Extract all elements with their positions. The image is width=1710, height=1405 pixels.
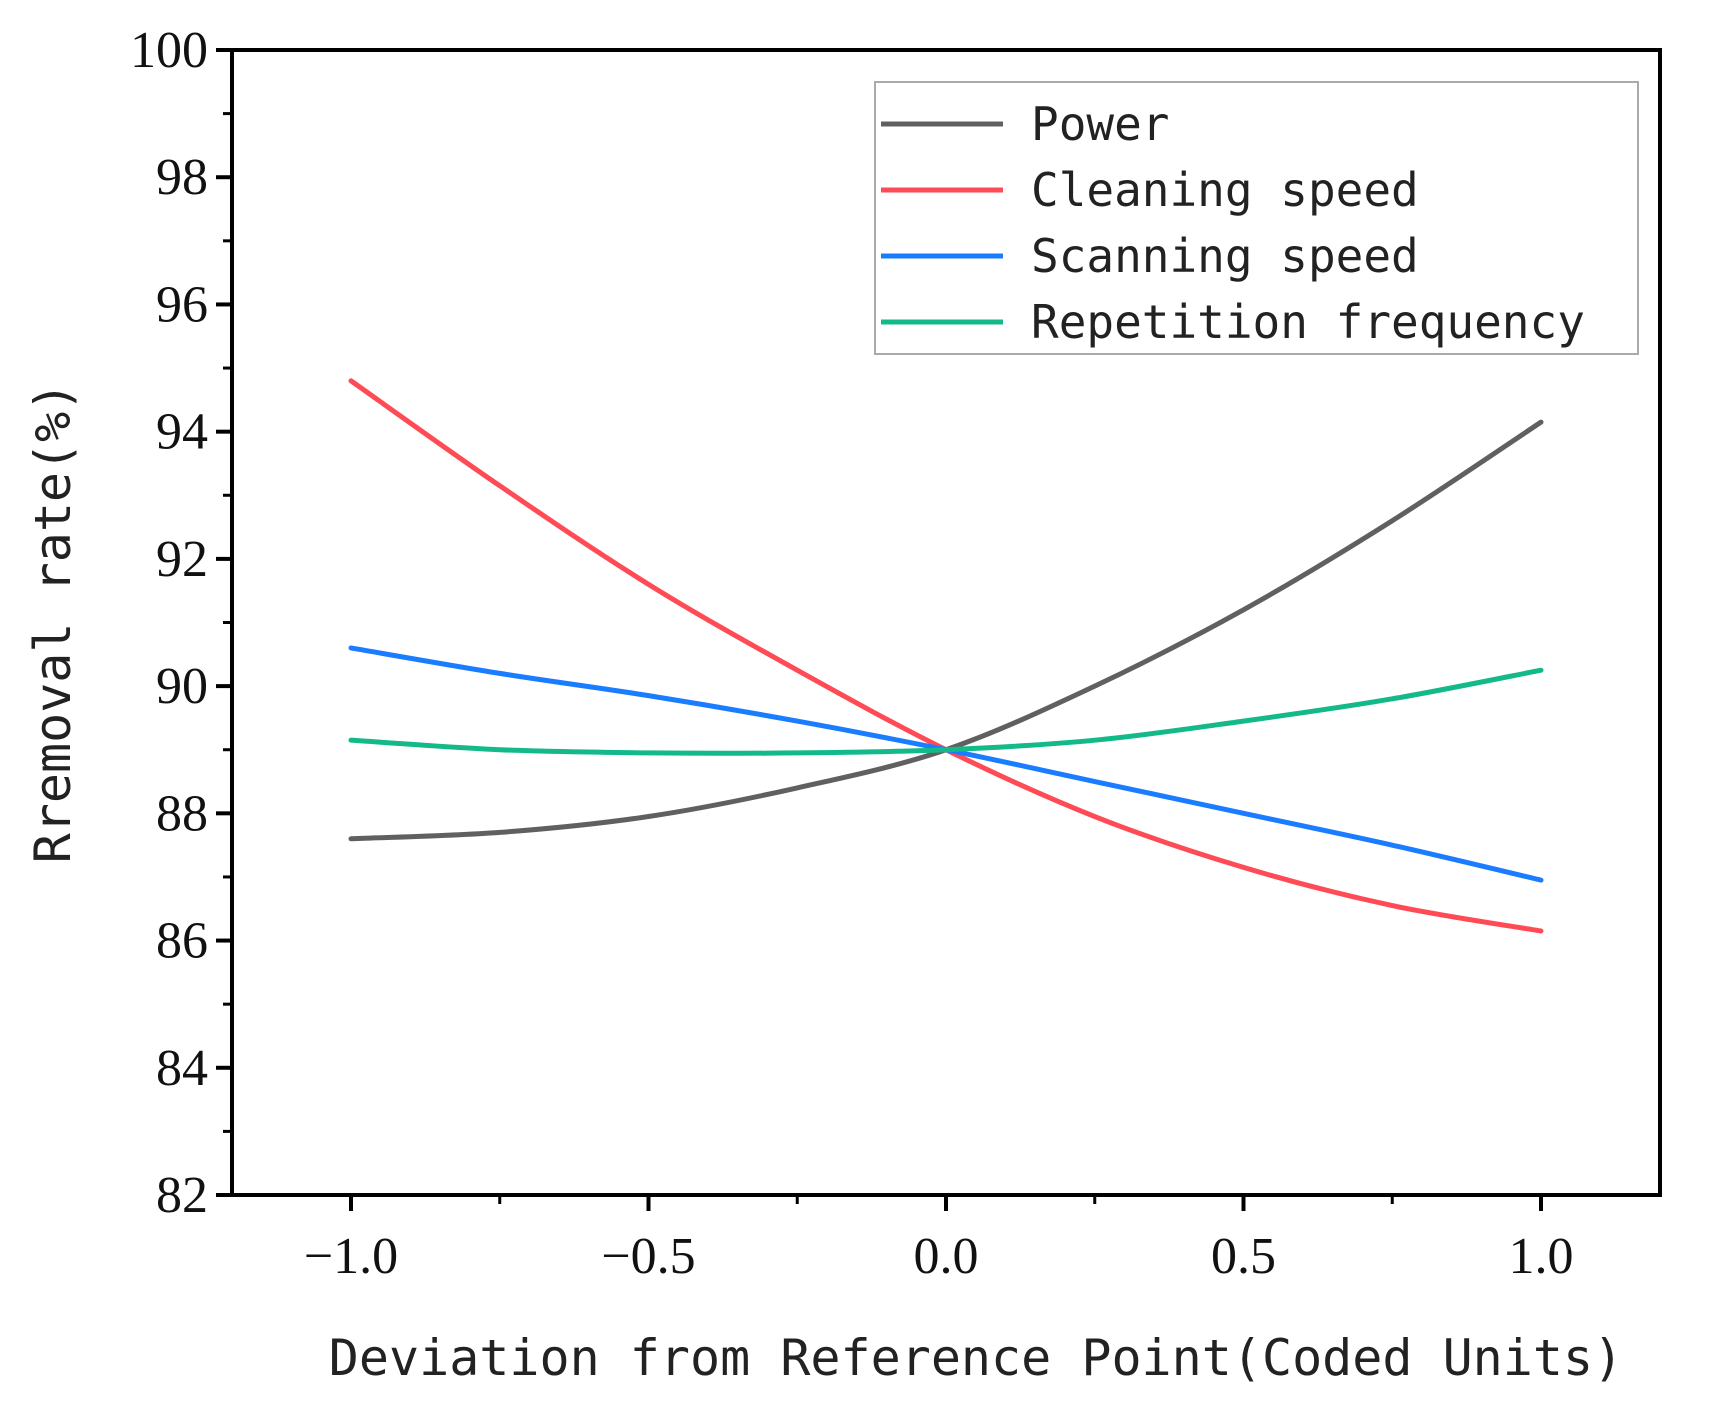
y-tick-label: 100	[130, 22, 208, 79]
y-axis-title: Rremoval rate(%)	[24, 382, 82, 864]
x-tick-label: 1.0	[1509, 1228, 1574, 1285]
axis-layer: 82 84 86 88 90 92 94 96 98 100 −1.0 −0.5 0.0 0.5 1.0	[130, 22, 1574, 1285]
y-tick-label: 88	[156, 785, 208, 842]
y-tick-label: 96	[156, 276, 208, 333]
series-line-repetition-frequency	[348, 667, 1544, 756]
legend-label-power: Power	[1031, 97, 1169, 151]
y-tick-label: 84	[156, 1040, 208, 1097]
legend-label-scanning-speed: Scanning speed	[1031, 229, 1419, 283]
y-tick-label: 98	[156, 149, 208, 206]
x-tick-label: −0.5	[601, 1228, 695, 1285]
x-tick-label: −1.0	[304, 1228, 398, 1285]
series-layer	[348, 378, 1544, 934]
y-tick-label: 86	[156, 913, 208, 970]
x-tick-label: 0.0	[914, 1228, 979, 1285]
x-axis-title: Deviation from Reference Point(Coded Uni…	[329, 1329, 1623, 1387]
legend-box	[874, 81, 1639, 355]
legend: Power Cleaning speed Scanning speed Repetit…	[874, 81, 1639, 355]
legend-label-cleaning-speed: Cleaning speed	[1031, 163, 1419, 217]
x-tick-label: 0.5	[1211, 1228, 1276, 1285]
legend-label-repetition-frequency: Repetition frequency	[1031, 295, 1585, 349]
y-tick-label: 82	[156, 1167, 208, 1224]
y-tick-label: 92	[156, 531, 208, 588]
y-tick-label: 94	[156, 404, 208, 461]
y-tick-label: 90	[156, 658, 208, 715]
